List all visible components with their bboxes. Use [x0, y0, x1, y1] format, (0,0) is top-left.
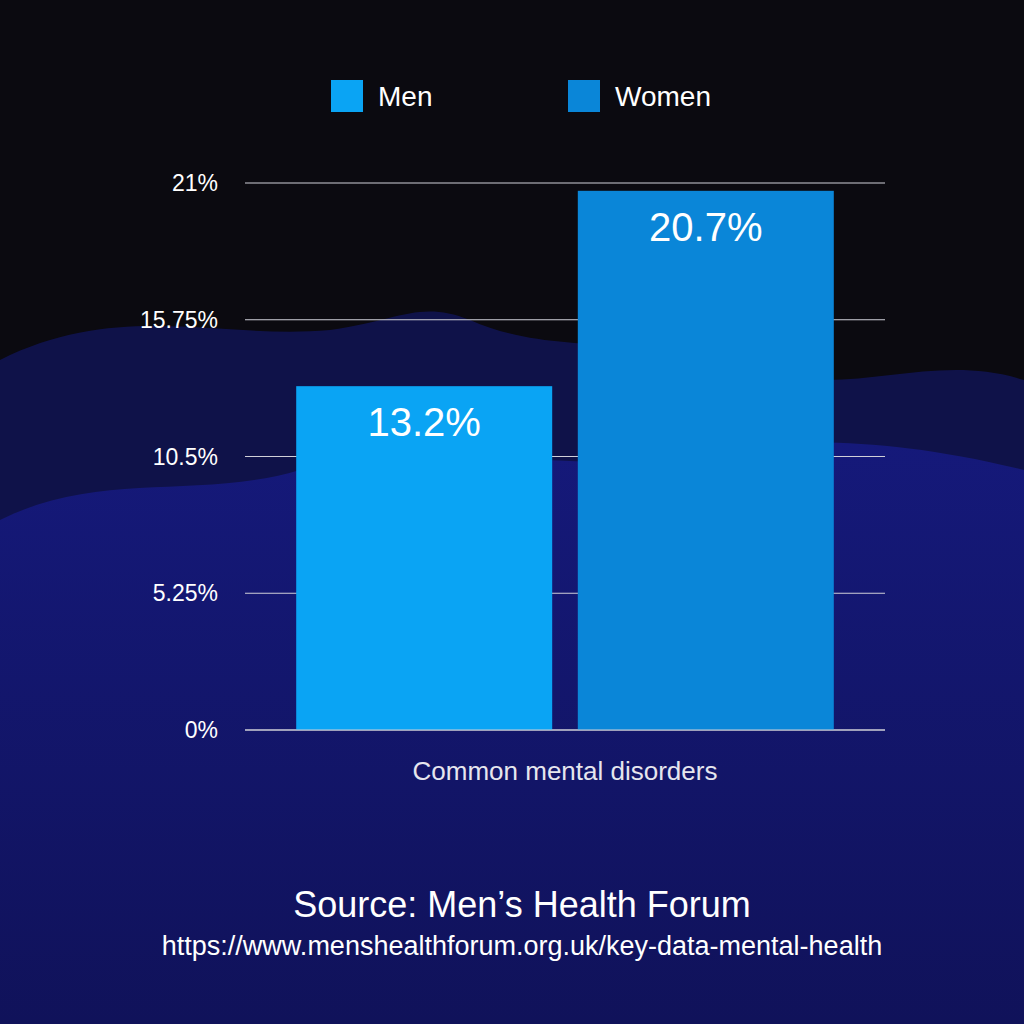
- bg-wave: [0, 311, 1024, 1024]
- legend-label: Women: [615, 81, 711, 112]
- x-axis-line: [245, 730, 885, 731]
- y-tick-label: 10.5%: [153, 444, 218, 470]
- chart-root: 0% 5.25% 10.5% 15.75% 21% 13.2% 20.7% Common me…: [0, 0, 1024, 1024]
- background: [0, 0, 1024, 1024]
- legend: Men Women: [331, 80, 711, 112]
- legend-swatch: [568, 80, 600, 112]
- grid-line: [245, 730, 885, 731]
- x-tick-label: Common mental disorders: [413, 756, 718, 786]
- bars: [296, 191, 834, 730]
- chart: 0% 5.25% 10.5% 15.75% 21% 13.2% 20.7% Common me…: [0, 0, 1024, 1024]
- y-tick-label: 15.75%: [140, 307, 218, 333]
- data-label: 20.7%: [649, 205, 762, 249]
- grid-line: [245, 183, 885, 184]
- legend-label: Men: [378, 81, 432, 112]
- y-tick-label: 0%: [185, 717, 218, 743]
- data-labels: 13.2% 20.7%: [367, 205, 762, 444]
- legend-swatch: [331, 80, 363, 112]
- data-label: 13.2%: [367, 400, 480, 444]
- grid: [245, 183, 885, 730]
- y-tick-label: 21%: [172, 170, 218, 196]
- annotation: Source: Men’s Health Forum: [293, 884, 751, 925]
- bar: [296, 386, 552, 730]
- y-tick-label: 5.25%: [153, 580, 218, 606]
- annotation: https://www.menshealthforum.org.uk/key-d…: [162, 931, 882, 961]
- bar: [578, 191, 834, 730]
